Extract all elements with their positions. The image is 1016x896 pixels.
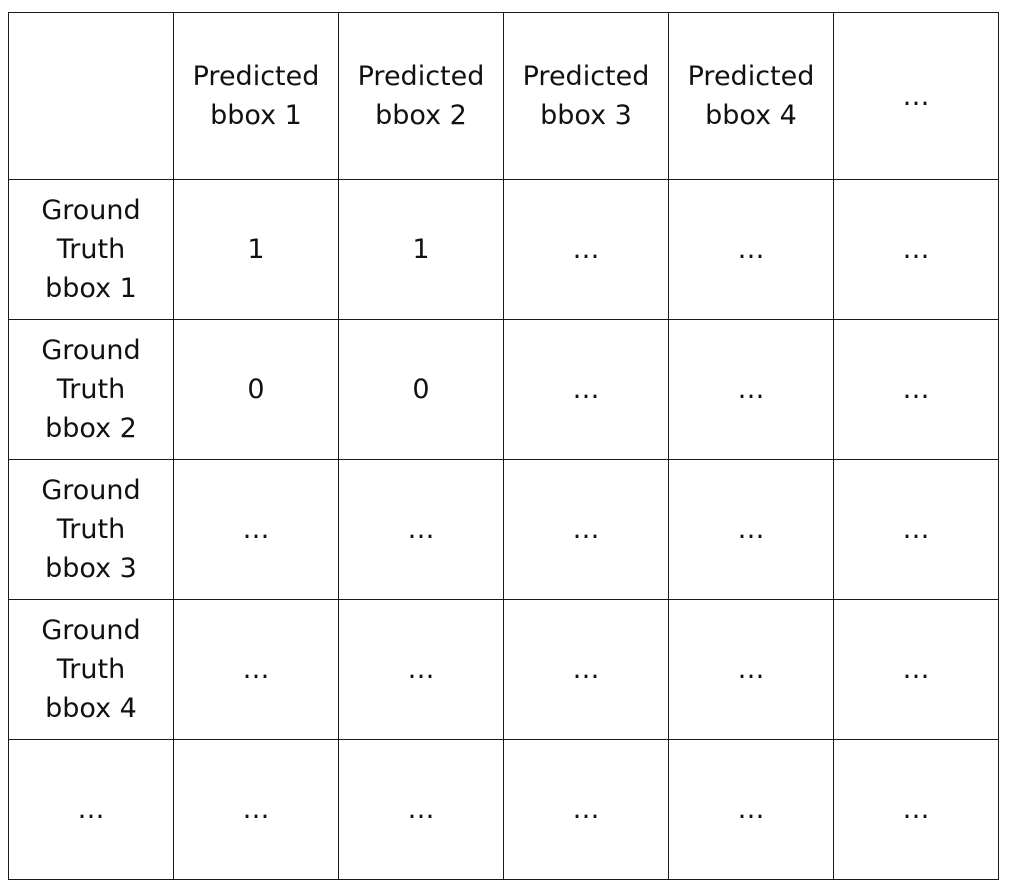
- header-cell: Predicted bbox 4: [668, 12, 834, 180]
- table-cell: …: [338, 459, 504, 600]
- row-header-cell: Ground Truth bbox 2: [8, 319, 174, 460]
- table-cell: …: [173, 459, 339, 600]
- row-header-cell: …: [8, 739, 174, 880]
- table-cell: …: [503, 599, 669, 740]
- table-cell: 0: [173, 319, 339, 460]
- table-cell: …: [173, 739, 339, 880]
- table-cell: …: [668, 319, 834, 460]
- row-header-cell: Ground Truth bbox 1: [8, 179, 174, 320]
- header-cell: Predicted bbox 2: [338, 12, 504, 180]
- table-cell: …: [833, 319, 999, 460]
- corner-cell: [8, 12, 174, 180]
- header-row: Predicted bbox 1 Predicted bbox 2 Predic…: [8, 12, 999, 180]
- table-cell: …: [338, 599, 504, 740]
- header-cell: Predicted bbox 1: [173, 12, 339, 180]
- table-cell: …: [833, 739, 999, 880]
- table-row: Ground Truth bbox 1 1 1 … … …: [8, 179, 999, 320]
- row-header-cell: Ground Truth bbox 4: [8, 599, 174, 740]
- table-cell: 1: [338, 179, 504, 320]
- table-cell: …: [668, 739, 834, 880]
- table-cell: …: [668, 599, 834, 740]
- table-row: Ground Truth bbox 2 0 0 … … …: [8, 319, 999, 460]
- table-cell: …: [173, 599, 339, 740]
- table-cell: …: [833, 179, 999, 320]
- table-row: … … … … … …: [8, 739, 999, 880]
- table-cell: …: [668, 179, 834, 320]
- table-cell: …: [503, 179, 669, 320]
- table-cell: …: [338, 739, 504, 880]
- table-cell: …: [503, 459, 669, 600]
- matching-matrix-table: Predicted bbox 1 Predicted bbox 2 Predic…: [8, 12, 999, 880]
- table-cell: …: [668, 459, 834, 600]
- header-cell: …: [833, 12, 999, 180]
- table-cell: 1: [173, 179, 339, 320]
- table-cell: …: [833, 459, 999, 600]
- table-cell: …: [503, 319, 669, 460]
- table-cell: 0: [338, 319, 504, 460]
- row-header-cell: Ground Truth bbox 3: [8, 459, 174, 600]
- table-cell: …: [503, 739, 669, 880]
- table-row: Ground Truth bbox 3 … … … … …: [8, 459, 999, 600]
- table-cell: …: [833, 599, 999, 740]
- table-row: Ground Truth bbox 4 … … … … …: [8, 599, 999, 740]
- header-cell: Predicted bbox 3: [503, 12, 669, 180]
